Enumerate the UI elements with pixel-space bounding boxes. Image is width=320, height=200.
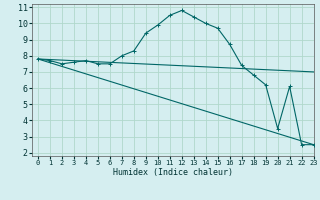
X-axis label: Humidex (Indice chaleur): Humidex (Indice chaleur) <box>113 168 233 177</box>
